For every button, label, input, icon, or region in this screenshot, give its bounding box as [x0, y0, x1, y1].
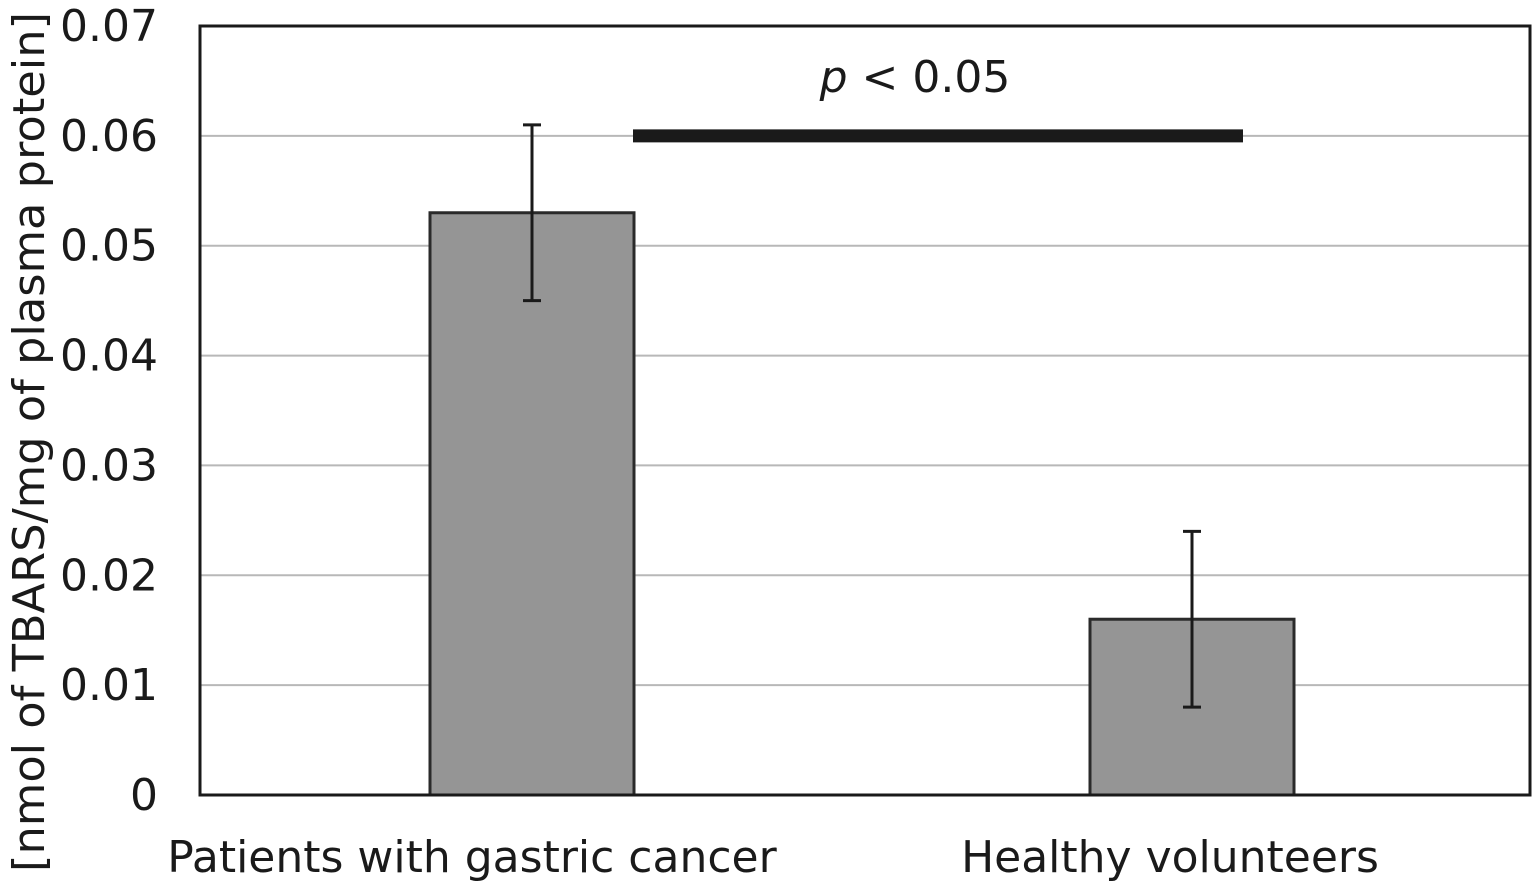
- error-bar: [1183, 529, 1201, 709]
- y-tick-label: 0.04: [60, 331, 158, 382]
- x-category-labels: Patients with gastric cancer Healthy volu…: [167, 832, 1379, 883]
- error-bar: [523, 123, 541, 303]
- y-tick-label: 0: [130, 770, 158, 821]
- y-tick-label: 0.06: [60, 111, 158, 162]
- y-axis-title: [nmol of TBARS/mg of plasma protein]: [4, 12, 55, 872]
- y-tick-label: 0.02: [60, 550, 158, 601]
- grid-lines: [200, 134, 1530, 687]
- x-category-label: Patients with gastric cancer: [167, 832, 777, 883]
- bars: [428, 211, 1296, 797]
- plot-area-frame: [198, 24, 1532, 797]
- p-symbol: p: [819, 52, 848, 103]
- y-tick-label: 0.03: [60, 440, 158, 491]
- x-category-label: Healthy volunteers: [961, 832, 1379, 883]
- p-threshold: < 0.05: [848, 52, 1011, 103]
- significance-label: p < 0.05: [819, 52, 1011, 103]
- y-tick-label: 0.05: [60, 221, 158, 272]
- error-bars: [523, 123, 1201, 709]
- y-tick-label: 0.07: [60, 1, 158, 52]
- y-tick-labels: 0 0.01 0.02 0.03 0.04 0.05 0.06 0.07: [60, 1, 158, 821]
- y-tick-label: 0.01: [60, 660, 158, 711]
